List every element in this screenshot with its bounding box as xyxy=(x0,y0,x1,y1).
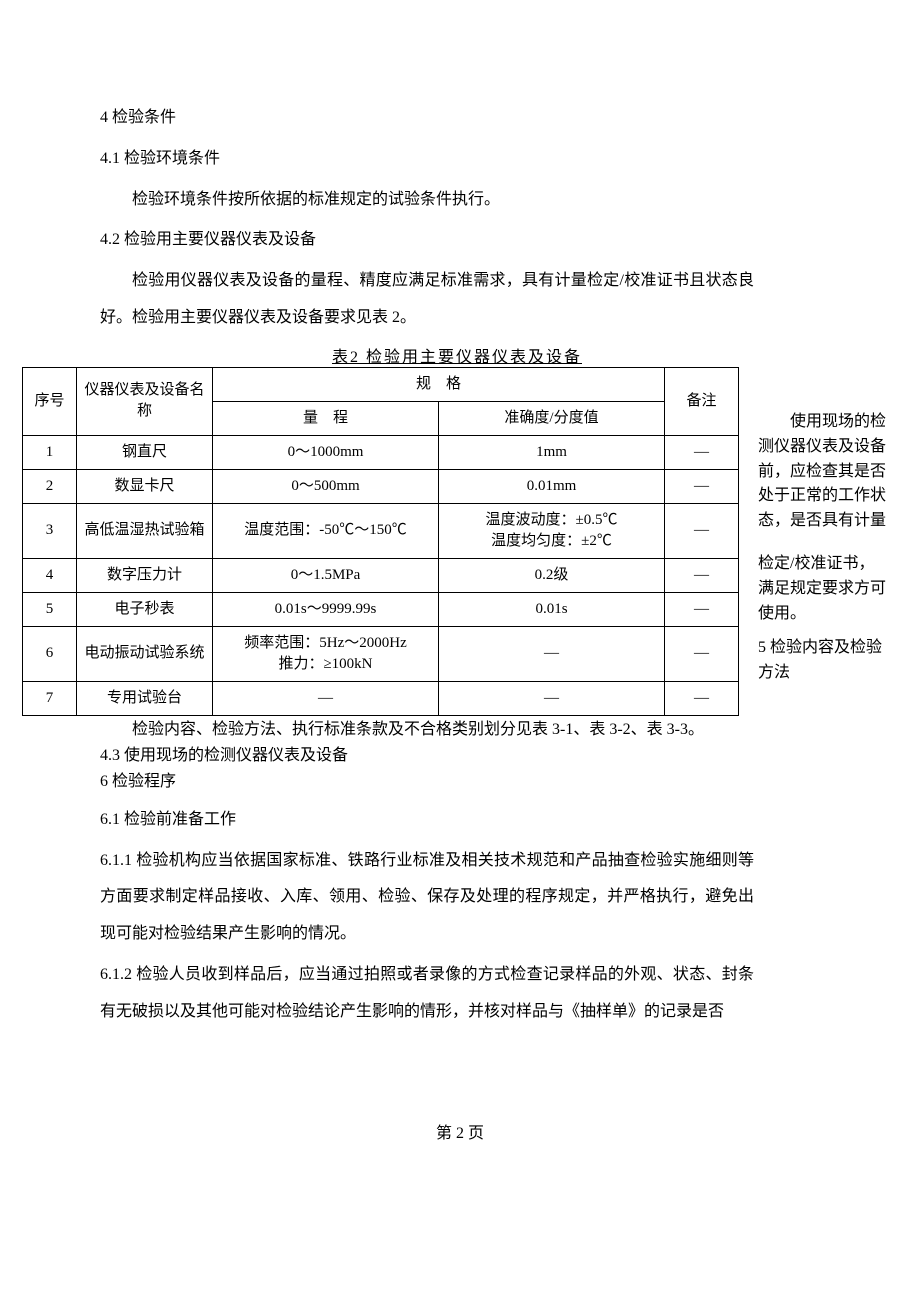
cell-note: — xyxy=(665,626,739,681)
side-note-2: 检定/校准证书，满足规定要求方可使用。 xyxy=(758,552,890,626)
cell-seq: 6 xyxy=(23,626,77,681)
cell-range: 0～1000mm xyxy=(213,435,439,469)
cell-seq: 3 xyxy=(23,503,77,558)
para-6-1-1: 6.1.1 检验机构应当依据国家标准、铁路行业标准及相关技术规范和产品抽查检验实… xyxy=(100,843,754,953)
table-header-row-1: 序号 仪器仪表及设备名称 规 格 备注 xyxy=(23,367,739,401)
cell-note: — xyxy=(665,681,739,715)
cell-accuracy: 1mm xyxy=(439,435,665,469)
cell-accuracy: 0.01s xyxy=(439,592,665,626)
cell-note: — xyxy=(665,558,739,592)
cell-note: — xyxy=(665,592,739,626)
heading-4-3: 4.3 使用现场的检测仪器仪表及设备 xyxy=(100,744,754,768)
heading-4-1: 4.1 检验环境条件 xyxy=(100,141,754,178)
cell-note: — xyxy=(665,435,739,469)
cell-name: 高低温湿热试验箱 xyxy=(77,503,213,558)
main-column: 4 检验条件 4.1 检验环境条件 检验环境条件按所依据的标准规定的试验条件执行… xyxy=(100,100,754,1031)
para-5-intro: 检验内容、检验方法、执行标准条款及不合格类别划分见表 3-1、表 3-2、表 3… xyxy=(100,718,754,742)
th-name: 仪器仪表及设备名称 xyxy=(77,367,213,435)
table-row: 1 钢直尺 0～1000mm 1mm — xyxy=(23,435,739,469)
page-footer: 第 2 页 xyxy=(0,1119,920,1143)
cell-name: 数显卡尺 xyxy=(77,469,213,503)
cell-range: 0.01s～9999.99s xyxy=(213,592,439,626)
cell-note: — xyxy=(665,469,739,503)
cell-accuracy: 0.01mm xyxy=(439,469,665,503)
table-row: 4 数字压力计 0～1.5MPa 0.2级 — xyxy=(23,558,739,592)
cell-accuracy: 温度波动度：±0.5℃ 温度均匀度：±2℃ xyxy=(439,503,665,558)
cell-range: 温度范围：-50℃～150℃ xyxy=(213,503,439,558)
table-row: 7 专用试验台 — — — xyxy=(23,681,739,715)
cell-accuracy: — xyxy=(439,681,665,715)
cell-accuracy: 0.2级 xyxy=(439,558,665,592)
table-body: 1 钢直尺 0～1000mm 1mm — 2 数显卡尺 0～500mm 0.01… xyxy=(23,435,739,715)
table-row: 2 数显卡尺 0～500mm 0.01mm — xyxy=(23,469,739,503)
cell-name: 电动振动试验系统 xyxy=(77,626,213,681)
side-note-3: 5 检验内容及检验方法 xyxy=(758,636,890,686)
th-seq: 序号 xyxy=(23,367,77,435)
cell-accuracy: — xyxy=(439,626,665,681)
cell-seq: 2 xyxy=(23,469,77,503)
cell-seq: 1 xyxy=(23,435,77,469)
th-note: 备注 xyxy=(665,367,739,435)
heading-4-2: 4.2 检验用主要仪器仪表及设备 xyxy=(100,222,754,259)
cell-range: 0～500mm xyxy=(213,469,439,503)
cell-range: 频率范围：5Hz～2000Hz 推力：≥100kN xyxy=(213,626,439,681)
cell-note: — xyxy=(665,503,739,558)
cell-name: 钢直尺 xyxy=(77,435,213,469)
table-2-wrap: 序号 仪器仪表及设备名称 规 格 备注 量 程 准确度/分度值 1 钢直尺 0～… xyxy=(100,367,754,716)
heading-6: 6 检验程序 xyxy=(100,770,754,794)
para-4-2: 检验用仪器仪表及设备的量程、精度应满足标准需求，具有计量检定/校准证书且状态良好… xyxy=(100,263,754,337)
table-row: 3 高低温湿热试验箱 温度范围：-50℃～150℃ 温度波动度：±0.5℃ 温度… xyxy=(23,503,739,558)
cell-seq: 4 xyxy=(23,558,77,592)
para-6-1-2: 6.1.2 检验人员收到样品后，应当通过拍照或者录像的方式检查记录样品的外观、状… xyxy=(100,957,754,1031)
th-accuracy: 准确度/分度值 xyxy=(439,401,665,435)
table-row: 6 电动振动试验系统 频率范围：5Hz～2000Hz 推力：≥100kN — — xyxy=(23,626,739,681)
table-2-caption: 表2 检验用主要仪器仪表及设备 xyxy=(100,343,754,367)
para-4-1: 检验环境条件按所依据的标准规定的试验条件执行。 xyxy=(100,182,754,219)
cell-seq: 5 xyxy=(23,592,77,626)
cell-name: 数字压力计 xyxy=(77,558,213,592)
th-range: 量 程 xyxy=(213,401,439,435)
cell-range: 0～1.5MPa xyxy=(213,558,439,592)
cell-range: — xyxy=(213,681,439,715)
after-table-block: 检验内容、检验方法、执行标准条款及不合格类别划分见表 3-1、表 3-2、表 3… xyxy=(100,718,754,794)
side-note-1: 使用现场的检测仪器仪表及设备前，应检查其是否处于正常的工作状态，是否具有计量 xyxy=(758,410,890,534)
cell-name: 电子秒表 xyxy=(77,592,213,626)
th-spec-group: 规 格 xyxy=(213,367,665,401)
cell-name: 专用试验台 xyxy=(77,681,213,715)
table-row: 5 电子秒表 0.01s～9999.99s 0.01s — xyxy=(23,592,739,626)
heading-4: 4 检验条件 xyxy=(100,100,754,137)
cell-seq: 7 xyxy=(23,681,77,715)
heading-6-1: 6.1 检验前准备工作 xyxy=(100,802,754,839)
table-2: 序号 仪器仪表及设备名称 规 格 备注 量 程 准确度/分度值 1 钢直尺 0～… xyxy=(22,367,739,716)
